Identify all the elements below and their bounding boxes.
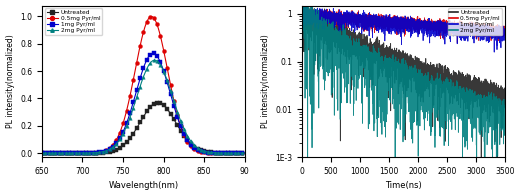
0.5mg Pyr/ml	[299, 18, 305, 20]
1mg Pyr/ml	[374, 23, 380, 25]
Untreated	[374, 42, 380, 44]
2mg Pyr/ml	[502, 106, 508, 108]
2mg Pyr/ml	[391, 73, 397, 76]
1mg Pyr/ml	[502, 31, 508, 33]
2mg Pyr/ml	[300, 0, 306, 1]
Y-axis label: PL intensity(normalized): PL intensity(normalized)	[261, 34, 269, 128]
2mg Pyr/ml	[501, 131, 507, 133]
1mg Pyr/ml	[344, 21, 350, 24]
1mg Pyr/ml	[391, 28, 397, 30]
1mg Pyr/ml	[346, 11, 352, 13]
X-axis label: Wavelength(nm): Wavelength(nm)	[108, 181, 178, 191]
Untreated	[501, 108, 507, 110]
2mg Pyr/ml	[346, 41, 352, 43]
Untreated	[299, 14, 305, 17]
Untreated	[333, 36, 339, 38]
1mg Pyr/ml	[501, 28, 507, 31]
Line: 2mg Pyr/ml: 2mg Pyr/ml	[302, 0, 505, 172]
Line: Untreated: Untreated	[302, 0, 505, 172]
2mg Pyr/ml	[374, 66, 380, 69]
1mg Pyr/ml	[491, 51, 497, 53]
Untreated	[300, 0, 306, 1]
1mg Pyr/ml	[301, 5, 307, 8]
Untreated	[344, 24, 350, 26]
1mg Pyr/ml	[333, 14, 339, 16]
0.5mg Pyr/ml	[502, 33, 508, 36]
2mg Pyr/ml	[333, 65, 339, 67]
X-axis label: Time(ns): Time(ns)	[385, 181, 422, 191]
Line: 0.5mg Pyr/ml: 0.5mg Pyr/ml	[302, 7, 505, 43]
0.5mg Pyr/ml	[391, 24, 397, 27]
0.5mg Pyr/ml	[333, 18, 339, 20]
Untreated	[346, 37, 352, 40]
2mg Pyr/ml	[493, 170, 500, 173]
Untreated	[478, 170, 484, 173]
0.5mg Pyr/ml	[303, 5, 309, 8]
0.5mg Pyr/ml	[454, 42, 460, 44]
0.5mg Pyr/ml	[346, 13, 352, 15]
Legend: Untreated, 0.5mg Pyr/ml, 1mg Pyr/ml, 2mg Pyr/ml: Untreated, 0.5mg Pyr/ml, 1mg Pyr/ml, 2mg…	[45, 8, 102, 35]
1mg Pyr/ml	[299, 11, 305, 13]
Line: 1mg Pyr/ml: 1mg Pyr/ml	[302, 6, 505, 52]
0.5mg Pyr/ml	[344, 15, 350, 17]
2mg Pyr/ml	[344, 51, 350, 53]
Untreated	[502, 100, 508, 102]
Y-axis label: PL intensity(normalized): PL intensity(normalized)	[6, 34, 15, 128]
2mg Pyr/ml	[299, 8, 305, 10]
Untreated	[391, 55, 397, 58]
Legend: Untreated, 0.5mg Pyr/ml, 1mg Pyr/ml, 2mg Pyr/ml: Untreated, 0.5mg Pyr/ml, 1mg Pyr/ml, 2mg…	[448, 8, 502, 35]
0.5mg Pyr/ml	[374, 25, 380, 27]
0.5mg Pyr/ml	[501, 28, 507, 31]
